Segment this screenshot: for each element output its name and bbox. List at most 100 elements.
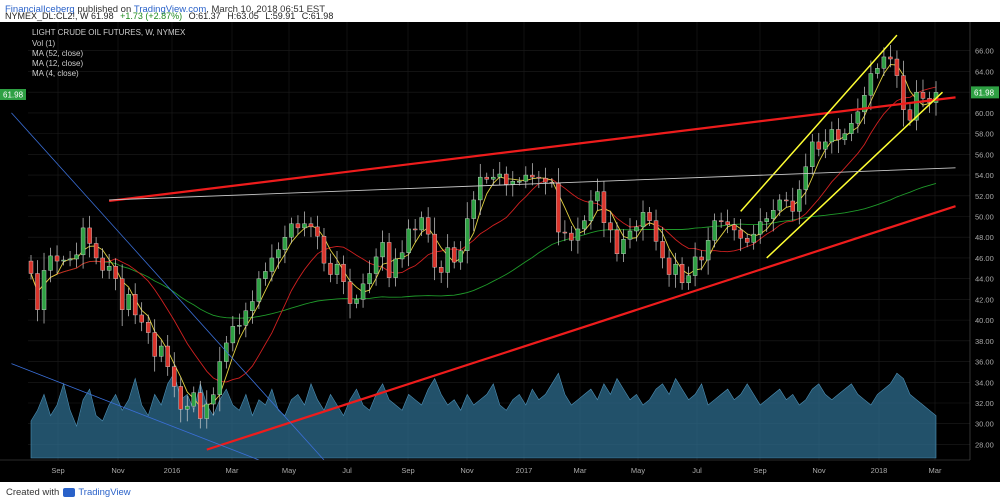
candle-body	[504, 173, 509, 185]
trendline-white-resistance	[109, 167, 956, 201]
candle	[438, 260, 444, 283]
trendline-yellow-upper	[740, 34, 898, 212]
candle	[328, 253, 333, 283]
candle	[145, 314, 151, 344]
candle	[725, 209, 730, 234]
candle-body	[328, 262, 333, 275]
candle-body	[28, 260, 34, 274]
brand-link[interactable]: TradingView	[78, 487, 131, 498]
candle	[393, 248, 398, 287]
author-link[interactable]: FinancialIceberg	[5, 4, 75, 15]
candle	[575, 217, 581, 254]
candle-body	[132, 294, 138, 316]
trendline-blue-down-2	[11, 363, 260, 461]
candle-body	[888, 56, 893, 60]
candle	[640, 200, 646, 241]
candle	[816, 132, 822, 157]
candle-body	[308, 223, 314, 228]
candle	[673, 252, 678, 288]
time-tick-label: Jul	[692, 466, 702, 475]
candle	[48, 247, 53, 283]
legend-ma4: MA (4, close)	[32, 69, 79, 78]
candle	[126, 287, 131, 317]
price-tick-label: 28.00	[975, 440, 994, 449]
time-tick-label: Mar	[929, 466, 942, 475]
candle-body	[881, 56, 887, 69]
candle-body	[185, 405, 190, 410]
candle	[491, 168, 496, 186]
candle-body	[152, 332, 157, 357]
time-tick-label: Nov	[460, 466, 474, 475]
chart-area[interactable]: 66.0064.0062.0060.0058.0056.0054.0052.00…	[0, 22, 1000, 482]
candle-body	[230, 326, 236, 344]
candle	[263, 262, 268, 286]
candle-body	[74, 254, 79, 260]
candle-body	[41, 270, 47, 310]
candle	[810, 134, 815, 175]
left-price-tag: 61.98	[0, 89, 26, 100]
candle-body	[731, 224, 737, 231]
candle	[530, 163, 535, 186]
candle-body	[347, 281, 353, 304]
symbol-name: NYMEX_DL:CL2!, W	[5, 11, 89, 21]
candle	[380, 230, 385, 271]
candle-body	[425, 217, 431, 235]
candle	[302, 211, 307, 237]
price-chart[interactable]: 66.0064.0062.0060.0058.0056.0054.0052.00…	[0, 22, 1000, 482]
candle-body	[777, 199, 782, 211]
candle-body	[61, 259, 66, 262]
candle	[308, 217, 314, 238]
candle-body	[849, 123, 854, 134]
candle	[920, 79, 926, 108]
candle-body	[334, 263, 340, 275]
candle	[836, 118, 841, 153]
candle-body	[198, 392, 203, 419]
candle	[504, 166, 509, 196]
candle-body	[653, 220, 659, 242]
candle-body	[478, 176, 483, 201]
candle	[582, 215, 587, 235]
platform-link[interactable]: TradingView.com	[133, 4, 207, 15]
time-axis[interactable]: Sep Nov 2016 Mar May Jul Sep Nov 2017 Mar May Jul Se…	[0, 459, 1000, 482]
candle-body	[373, 256, 379, 274]
candle	[204, 390, 210, 429]
candle-body	[178, 386, 183, 410]
candle	[334, 251, 340, 284]
candle-body	[445, 247, 450, 273]
candle	[543, 167, 548, 195]
candle-body	[725, 221, 730, 225]
candle-body	[764, 218, 769, 222]
candle	[74, 242, 79, 268]
candle	[562, 220, 568, 242]
publish-date: , March 10, 2018 06:51 EST	[206, 4, 326, 15]
candle-body	[621, 239, 626, 255]
candle-body	[87, 227, 92, 244]
candle-body	[666, 257, 672, 275]
trendline-red-lower	[206, 205, 956, 451]
left-price-tag-bg	[0, 89, 26, 100]
candle-body	[380, 242, 385, 258]
candle-body	[54, 255, 60, 262]
price-tick-label: 64.00	[975, 67, 994, 76]
candle-body	[367, 273, 372, 285]
candle	[478, 163, 483, 215]
candle	[67, 250, 73, 267]
candle	[595, 178, 600, 211]
candle-body	[438, 267, 444, 273]
candle-body	[660, 241, 665, 259]
last-price-tag-text: 61.98	[974, 88, 995, 97]
price-axis[interactable]: 66.0064.0062.0060.0058.0056.0054.0052.00…	[969, 22, 1000, 482]
time-tick-label: Jul	[342, 466, 352, 475]
candle	[367, 260, 372, 294]
legend-vol: Vol (1)	[32, 39, 55, 48]
candle-body	[67, 258, 73, 261]
candle	[250, 290, 255, 324]
candle-body	[757, 221, 763, 235]
candle	[790, 187, 795, 221]
candle	[536, 170, 542, 189]
candle-body	[126, 294, 131, 310]
candle-body	[399, 252, 405, 260]
candle-body	[458, 250, 463, 263]
candle	[132, 283, 138, 325]
candle	[224, 335, 229, 369]
